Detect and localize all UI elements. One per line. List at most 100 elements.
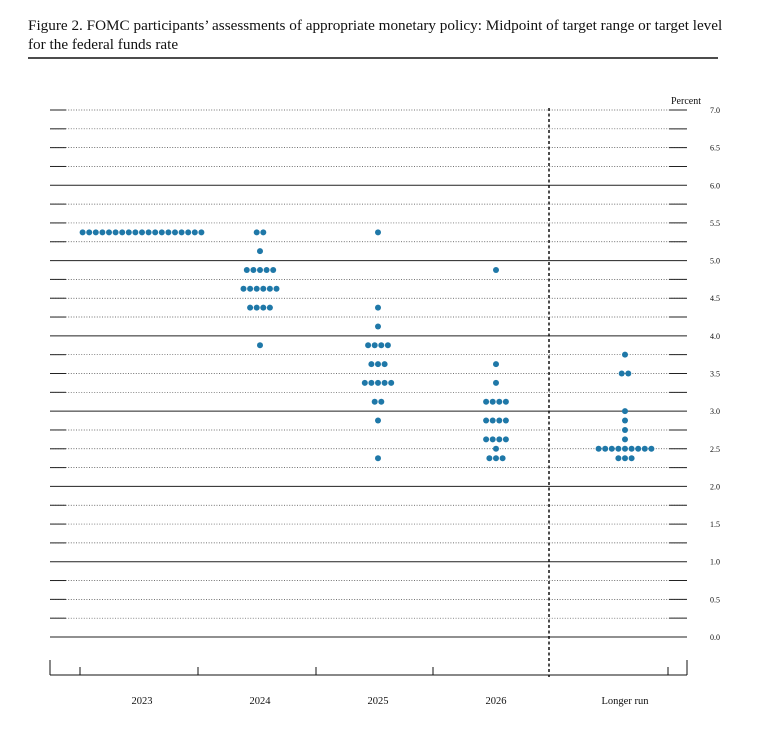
x-tick-label: 2024 [250,696,272,707]
dot [496,417,503,424]
dot [191,229,198,236]
dot [493,379,499,386]
y-tick-label: 2.5 [710,445,720,454]
dot [489,436,496,443]
dot [172,229,178,236]
dot [381,379,388,386]
dot [493,455,499,462]
dot [595,445,602,452]
dot [270,266,277,273]
dot [375,455,381,462]
dot [365,342,372,349]
y-tick-label: 6.0 [710,181,720,190]
dot [483,398,490,405]
dot [493,361,499,368]
dot [486,455,493,462]
dot [371,342,378,349]
dot [368,379,375,386]
dot [257,342,263,349]
dot [86,229,93,236]
dot [622,455,628,462]
dot [112,229,119,236]
dot [266,304,273,311]
dot [602,445,609,452]
dot [483,417,490,424]
x-tick-label: 2023 [132,696,153,707]
dot [260,285,267,292]
dot [361,379,368,386]
dot [247,285,254,292]
dot [378,342,385,349]
x-tick-label: Longer run [602,696,650,707]
dot [260,304,267,311]
y-tick-label: 1.0 [710,558,720,567]
y-tick-label: 3.0 [710,407,720,416]
y-tick-label: 7.0 [710,106,720,115]
dot [384,342,391,349]
dot [273,285,280,292]
x-tick-label: 2025 [368,696,389,707]
y-axis-label: Percent [671,96,701,107]
dot [106,229,112,236]
y-tick-label: 6.5 [710,144,720,153]
y-tick-label: 0.0 [710,633,720,642]
dot [375,229,381,236]
dot [99,229,106,236]
dot [240,285,247,292]
dot [152,229,159,236]
dot [247,304,254,311]
dot [198,229,205,236]
dot [266,285,273,292]
dot [125,229,132,236]
dot [615,445,622,452]
chart-title: Figure 2. FOMC participants’ assessments… [28,17,723,53]
dot [608,445,615,452]
dot [375,323,381,330]
dot [499,455,506,462]
dot [139,229,145,236]
dot [622,426,628,433]
dot [375,304,381,311]
dot [260,229,267,236]
dot [253,304,260,311]
dot [622,417,628,424]
y-tick-label: 0.5 [710,595,720,604]
dot [496,398,503,405]
dot [628,445,635,452]
dot [371,398,378,405]
dot [489,398,496,405]
dot [622,445,628,452]
dot [493,445,499,452]
dot [618,370,625,377]
dot [253,285,260,292]
dot [263,266,270,273]
dot [119,229,126,236]
dot [625,370,632,377]
dot [185,229,192,236]
y-tick-label: 3.5 [710,370,720,379]
y-tick-label: 4.0 [710,332,720,341]
dot [132,229,139,236]
dot [79,229,86,236]
dot [178,229,185,236]
dot [622,408,628,415]
dot [489,417,496,424]
dot [253,229,260,236]
dot [378,398,385,405]
y-tick-label: 5.5 [710,219,720,228]
dot [622,351,628,358]
dot [158,229,165,236]
y-tick-label: 4.5 [710,294,720,303]
dot [257,248,263,255]
dot [635,445,642,452]
y-tick-label: 2.0 [710,482,720,491]
dot [243,266,250,273]
dot [502,436,509,443]
dot [92,229,99,236]
dot [615,455,622,462]
dot [493,266,499,273]
dot [375,417,381,424]
dot [257,266,263,273]
dot [496,436,503,443]
